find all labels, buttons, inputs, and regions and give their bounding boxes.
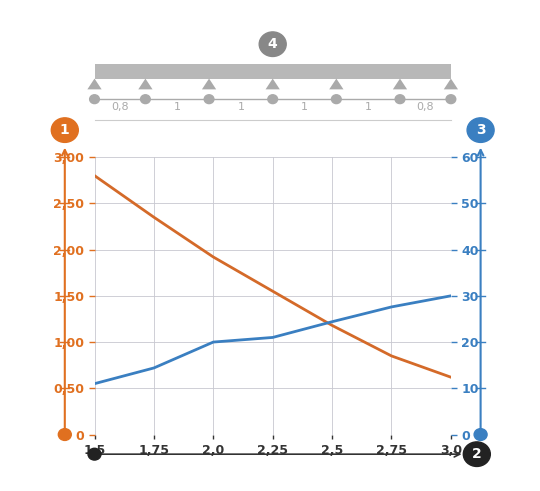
Text: 2: 2: [472, 447, 482, 461]
Text: 1: 1: [60, 123, 70, 137]
Text: 1: 1: [174, 102, 181, 111]
Text: 1: 1: [238, 102, 245, 111]
Text: 1: 1: [364, 102, 372, 111]
Text: 3: 3: [476, 123, 485, 137]
Text: 4: 4: [268, 37, 278, 51]
Text: 1: 1: [301, 102, 308, 111]
Text: 0,8: 0,8: [111, 102, 129, 111]
Text: 0,8: 0,8: [417, 102, 434, 111]
